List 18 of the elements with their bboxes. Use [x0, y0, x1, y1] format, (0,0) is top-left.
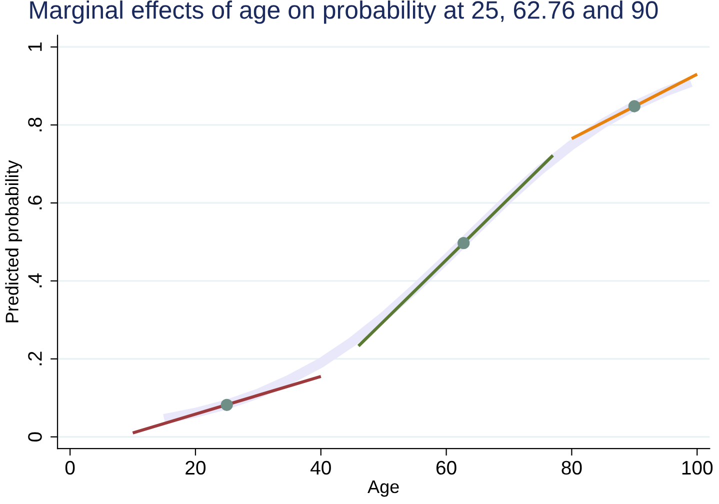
chart-title: Marginal effects of age on probability at 25, 62.76 and 90: [30, 0, 658, 24]
y-tick-label: .8: [28, 118, 42, 132]
x-tick-label: 80: [562, 460, 582, 475]
y-tick-label: 1: [28, 42, 42, 51]
x-axis-title: Age: [368, 480, 399, 497]
y-tick-label: 0: [28, 432, 42, 442]
y-tick-label: .2: [28, 352, 42, 366]
x-tick-label: 0: [65, 460, 75, 475]
point: [220, 398, 233, 411]
x-tick-label: 40: [310, 460, 331, 475]
point: [628, 100, 640, 112]
y-axis-title: Predicted probability: [5, 160, 22, 322]
point: [458, 237, 470, 250]
x-tick-label: 60: [436, 460, 456, 475]
y-tick-label: .4: [28, 273, 42, 288]
x-tick-label: 100: [682, 460, 713, 475]
y-tick-label: .6: [28, 196, 42, 210]
x-tick-label: 20: [186, 460, 206, 475]
